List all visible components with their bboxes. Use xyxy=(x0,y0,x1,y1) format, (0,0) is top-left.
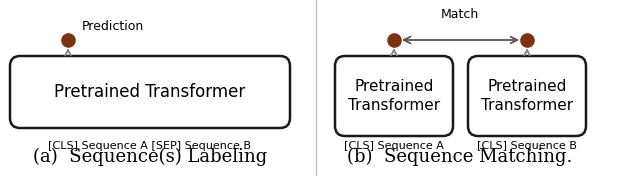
Text: [CLS] Sequence B: [CLS] Sequence B xyxy=(477,141,577,151)
Text: (a)  Sequence(s) Labeling: (a) Sequence(s) Labeling xyxy=(33,148,267,166)
Point xyxy=(63,39,73,41)
Point xyxy=(389,39,399,41)
Text: Match: Match xyxy=(441,8,479,20)
Text: Pretrained
Transformer: Pretrained Transformer xyxy=(481,79,573,113)
Text: (b)  Sequence Matching.: (b) Sequence Matching. xyxy=(347,148,573,166)
Point xyxy=(522,39,532,41)
FancyBboxPatch shape xyxy=(10,56,290,128)
Text: Pretrained
Transformer: Pretrained Transformer xyxy=(348,79,440,113)
FancyBboxPatch shape xyxy=(335,56,453,136)
Text: [CLS] Sequence A: [CLS] Sequence A xyxy=(344,141,444,151)
Text: [CLS] Sequence A [SEP] Sequence B: [CLS] Sequence A [SEP] Sequence B xyxy=(48,141,252,151)
FancyBboxPatch shape xyxy=(468,56,586,136)
Text: Prediction: Prediction xyxy=(82,20,144,33)
Text: Pretrained Transformer: Pretrained Transformer xyxy=(54,83,245,101)
